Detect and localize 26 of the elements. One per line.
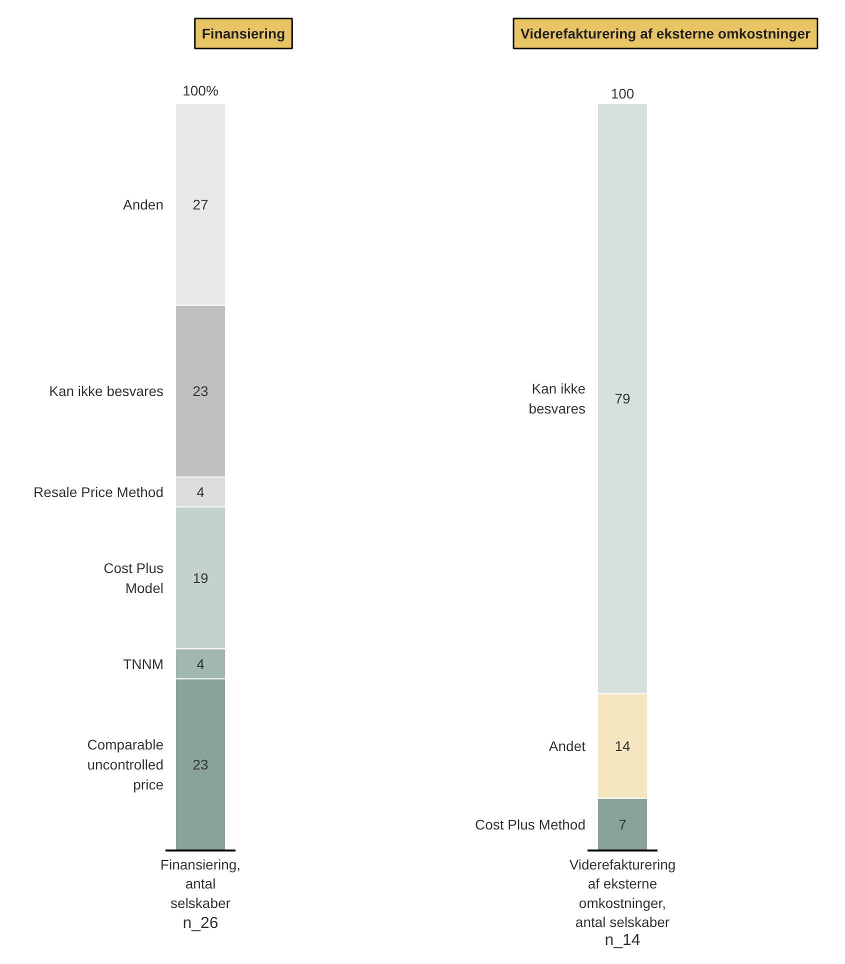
series-label: Kan ikke besvares xyxy=(49,383,164,400)
series-label: Anden xyxy=(123,196,164,212)
data-label: 27 xyxy=(192,196,208,212)
x-tick-label: Viderefakturering af eksterne omkostninger, antal selskaber xyxy=(569,856,676,930)
x-tick-label: Finansiering, antal selskaber xyxy=(160,856,241,911)
chart-title: Finansiering xyxy=(202,26,286,42)
data-label: 7 xyxy=(618,816,627,832)
series-label: Comparable uncontrolled price xyxy=(87,736,164,793)
data-label: 23 xyxy=(192,756,208,773)
data-label: 19 xyxy=(192,570,208,586)
series-label: Cost Plus Method xyxy=(475,816,586,832)
data-label: 14 xyxy=(614,738,630,754)
total-label: 100 xyxy=(610,86,634,102)
data-label: 4 xyxy=(196,484,205,500)
text: n_26 xyxy=(182,915,218,932)
total-label: 100% xyxy=(182,82,218,98)
series-label: Andet xyxy=(548,738,586,754)
chart-title: Viderefakturering af eksterne omkostninger xyxy=(520,26,812,42)
data-label: 23 xyxy=(192,383,208,400)
data-label: 4 xyxy=(196,656,205,672)
series-label: TNNM xyxy=(123,656,164,672)
data-label: 79 xyxy=(614,390,630,407)
series-label: Cost Plus Model xyxy=(104,560,164,596)
series-label: Resale Price Method xyxy=(34,484,164,500)
series-label: Kan ikke besvares xyxy=(528,380,586,417)
text: n_14 xyxy=(604,932,640,949)
